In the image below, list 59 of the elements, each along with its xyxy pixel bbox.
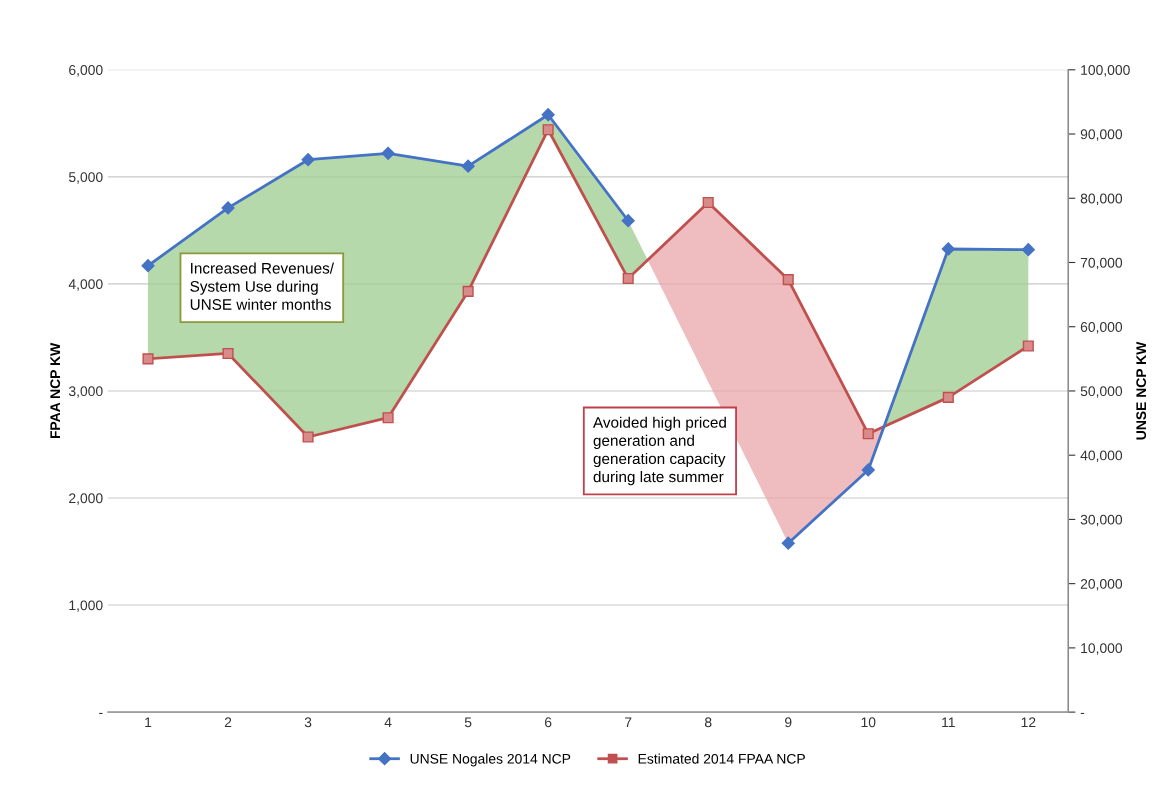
point xyxy=(942,391,954,403)
y-tick-label: 2,000 xyxy=(69,493,103,505)
y2-tick-label: 80,000 xyxy=(1080,193,1123,206)
y2-tick-label: 20,000 xyxy=(1080,578,1123,591)
x-tick-label: 8 xyxy=(704,717,712,728)
y2-tick-label: 90,000 xyxy=(1080,129,1123,141)
point xyxy=(301,153,315,167)
y2-tick-label: 70,000 xyxy=(1080,257,1123,270)
y-tick-label: - xyxy=(99,712,103,714)
x-tick-label: 3 xyxy=(304,717,312,728)
x-tick-label: 4 xyxy=(384,717,392,728)
point xyxy=(941,242,955,256)
y-tick-label: 4,000 xyxy=(68,279,103,291)
y-tick-label: 3,000 xyxy=(68,386,103,398)
x-tick-label: 1 xyxy=(145,717,152,728)
legend-label: Estimated 2014 FPAA NCP xyxy=(638,753,805,764)
y2-tick-label: 100,000 xyxy=(1081,65,1130,77)
y-axis-title: FPAA NCP KW xyxy=(50,342,61,439)
y-tick-label: 6,000 xyxy=(69,65,103,77)
x-tick-label: 10 xyxy=(861,717,876,728)
y-tick-label: 1,000 xyxy=(69,600,103,612)
point xyxy=(862,428,874,440)
point xyxy=(1021,243,1035,257)
point xyxy=(781,536,795,550)
point xyxy=(542,124,554,136)
y2-axis-title: UNSE NCP KW xyxy=(1136,341,1147,440)
x-tick-label: 5 xyxy=(464,717,472,728)
point xyxy=(461,159,475,173)
point xyxy=(541,108,555,122)
legend-label: UNSE Nogales 2014 NCP xyxy=(410,753,571,767)
point xyxy=(622,272,634,285)
point xyxy=(702,196,714,209)
point xyxy=(861,463,875,477)
x-tick-label: 12 xyxy=(1021,717,1036,728)
point xyxy=(221,201,235,215)
point xyxy=(462,285,474,297)
y2-tick-label: 10,000 xyxy=(1081,643,1123,655)
y2-tick-label: 40,000 xyxy=(1080,450,1123,462)
x-tick-label: 2 xyxy=(224,717,232,728)
x-tick-label: 6 xyxy=(545,717,552,728)
point xyxy=(382,412,394,424)
point xyxy=(782,274,794,286)
point xyxy=(302,431,314,443)
point xyxy=(142,353,154,365)
point xyxy=(1022,340,1034,352)
y2-tick-label: 50,000 xyxy=(1080,386,1123,398)
point xyxy=(222,347,234,360)
y2-tick-label: 30,000 xyxy=(1080,514,1123,527)
point xyxy=(381,146,395,160)
x-tick-label: 7 xyxy=(625,717,632,728)
x-tick-label: 9 xyxy=(785,717,792,728)
y-tick-label: 5,000 xyxy=(68,172,103,184)
y2-tick-label: - xyxy=(1080,712,1085,714)
annotation: Increased Revenues/ System Use during UNSE winter months xyxy=(190,262,335,310)
x-tick-label: 11 xyxy=(942,717,955,728)
point xyxy=(141,259,155,273)
y2-tick-label: 60,000 xyxy=(1080,322,1123,334)
point xyxy=(621,214,635,228)
annotation: Avoided high priced generation and generation capacity during late summer xyxy=(593,416,726,486)
